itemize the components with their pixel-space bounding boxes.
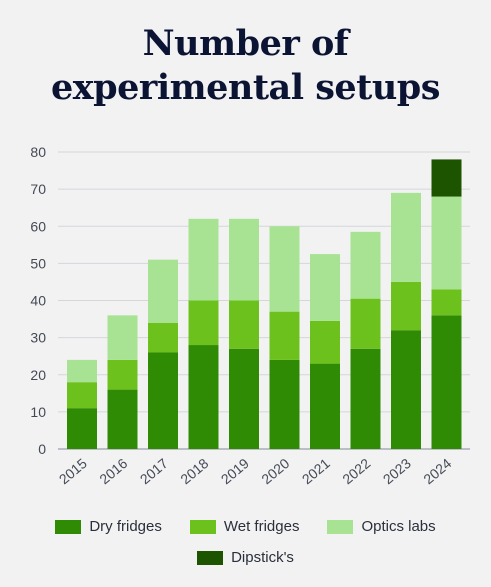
legend-swatch	[55, 519, 82, 534]
legend-item: Dry fridges	[55, 518, 162, 535]
bar-segment	[67, 359, 97, 383]
bar-segment	[188, 300, 219, 346]
y-tick-label: 50	[30, 255, 46, 271]
x-tick-label: 2021	[299, 455, 333, 487]
legend-swatch	[197, 550, 224, 565]
bar-segment	[67, 408, 97, 449]
legend-swatch	[327, 519, 354, 534]
bar-segment	[350, 348, 381, 449]
bar-segment	[229, 300, 259, 349]
legend-label: Optics labs	[361, 518, 436, 535]
bar-segment	[310, 363, 340, 449]
bar-segment	[107, 359, 138, 390]
y-tick-label: 0	[38, 441, 46, 457]
bar-segment	[431, 159, 462, 197]
x-tick-label: 2019	[218, 455, 252, 487]
legend-row: Dipstick's	[0, 549, 491, 566]
bar-segment	[148, 259, 178, 323]
legend-label: Wet fridges	[223, 518, 300, 535]
bar-segment	[391, 281, 421, 331]
legend-item: Wet fridges	[189, 518, 300, 535]
bar-segment	[431, 289, 462, 316]
bar-segment	[229, 218, 259, 301]
bar-segment	[391, 330, 421, 449]
legend-label: Dipstick's	[231, 549, 294, 566]
x-tick-label: 2016	[96, 455, 130, 487]
chart-legend: Dry fridges Wet fridges Optics labs Dipstic…	[0, 518, 491, 580]
x-tick-label: 2022	[339, 455, 373, 487]
y-tick-label: 20	[30, 367, 46, 383]
chart-title: Number of experimental setups	[0, 22, 491, 110]
legend-row: Dry fridges Wet fridges Optics labs	[0, 518, 491, 535]
bar-segment	[107, 389, 138, 449]
y-tick-label: 10	[30, 404, 46, 420]
bar-segment	[431, 196, 462, 290]
bar-segment	[188, 218, 219, 301]
chart-title-line-2: experimental setups	[51, 67, 440, 108]
bar-segment	[67, 382, 97, 409]
y-tick-label: 80	[30, 144, 46, 160]
bar-segment	[148, 322, 178, 353]
bar-segment	[269, 311, 300, 360]
bar-segment	[269, 226, 300, 312]
x-tick-label: 2015	[56, 455, 90, 487]
x-tick-label: 2018	[177, 455, 211, 487]
y-tick-label: 60	[30, 218, 46, 234]
bar-segment	[188, 345, 219, 449]
bar-segment	[350, 231, 381, 299]
bar-segment	[269, 359, 300, 449]
x-tick-label: 2023	[380, 455, 414, 487]
bar-segment	[391, 192, 421, 282]
bar-segment	[148, 352, 178, 449]
bar-segment	[107, 315, 138, 360]
bar-segment	[431, 315, 462, 449]
y-tick-label: 30	[30, 330, 46, 346]
x-tick-label: 2024	[420, 455, 454, 487]
legend-item: Dipstick's	[197, 549, 294, 566]
y-tick-label: 70	[30, 181, 46, 197]
bar-segment	[310, 254, 340, 321]
chart-title-line-1: Number of	[142, 23, 349, 64]
y-tick-label: 40	[30, 293, 46, 309]
legend-label: Dry fridges	[89, 518, 162, 535]
bar-segment	[350, 298, 381, 349]
legend-item: Optics labs	[327, 518, 436, 535]
x-tick-label: 2017	[137, 455, 171, 487]
bar-segment	[229, 348, 259, 449]
legend-swatch	[189, 519, 216, 534]
x-tick-label: 2020	[258, 455, 292, 487]
bar-segment	[310, 320, 340, 364]
